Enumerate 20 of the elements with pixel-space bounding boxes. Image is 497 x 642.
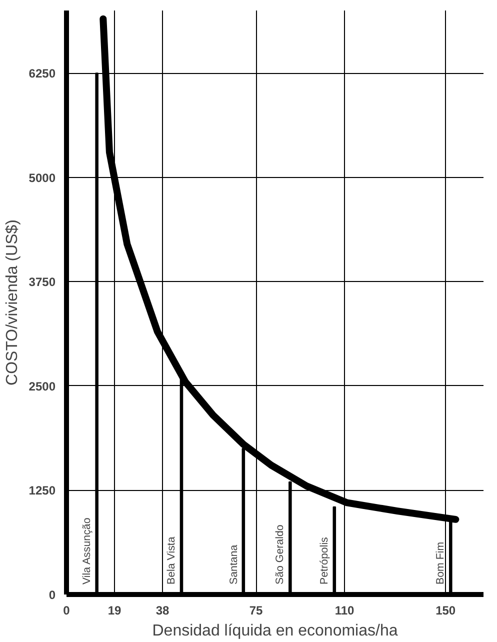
y-axis-title: COSTO/vivienda (US$): [4, 220, 21, 386]
y-tick-label: 3750: [28, 275, 56, 290]
x-tick-label: 19: [108, 604, 122, 618]
x-tick-label: 75: [249, 604, 264, 618]
annotation: Vila Assunção: [80, 518, 93, 584]
x-tick-label: 38: [156, 604, 170, 618]
y-tick-label: 1250: [28, 484, 56, 498]
x-axis-title: Densidad líquida en economias/ha: [152, 622, 398, 640]
annotation: Santana: [228, 544, 240, 584]
annotation: Petrópolis: [318, 537, 330, 584]
y-tick-label: 5000: [28, 170, 56, 185]
annotation: São Geraldo: [274, 524, 286, 584]
x-tick-label: 110: [334, 604, 355, 618]
x-tick-label: 0: [63, 604, 70, 618]
annotation: Bom Fim: [434, 542, 447, 584]
y-tick-label: 2500: [28, 379, 56, 394]
y-tick-label: 0: [48, 588, 56, 602]
annotation: Bela Vista: [166, 536, 178, 584]
x-tick-label: 150: [436, 604, 456, 618]
y-tick-label: 6250: [28, 66, 56, 81]
